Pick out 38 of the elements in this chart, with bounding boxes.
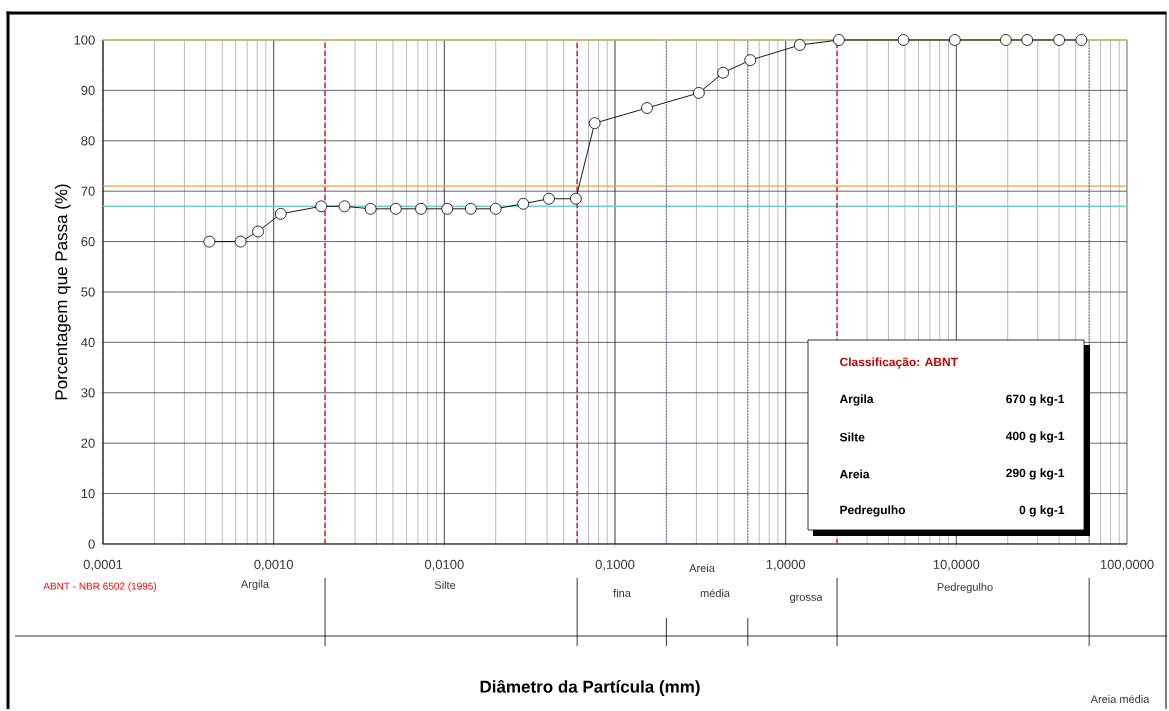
- text: Areia média: [1090, 694, 1150, 704]
- annotation: Argila: [839, 394, 874, 406]
- text: Pedregulho: [937, 582, 993, 594]
- x-tick-label: 10,0000: [933, 559, 980, 571]
- annotation: Areia: [839, 469, 870, 479]
- y-tick-label: 100: [74, 35, 95, 45]
- x-tick-label: 0,1000: [595, 559, 635, 571]
- y-tick-label: 10: [81, 488, 95, 499]
- text: Diâmetro da Partícula (mm): [480, 679, 700, 697]
- y-tick-label: 30: [81, 388, 95, 398]
- annotation: 670 g kg-1: [1006, 394, 1065, 406]
- y-tick-label: 60: [81, 236, 95, 247]
- annotation: Silte: [839, 432, 865, 442]
- y-tick-label: 70: [81, 186, 95, 196]
- text: ABNT - NBR 6502 (1995): [43, 582, 157, 592]
- text: grossa: [789, 594, 823, 604]
- annotation: 290 g kg-1: [1006, 468, 1065, 480]
- x-tick-label: 1,0000: [766, 559, 806, 571]
- y-tick-label: 40: [81, 337, 95, 347]
- text: Areia: [689, 563, 715, 573]
- annotation: Classificação: ABNT: [840, 357, 958, 369]
- y-tick-label: 20: [81, 438, 95, 448]
- x-tick-label: 0,0100: [424, 559, 464, 571]
- text: média: [700, 588, 730, 598]
- x-tick-label: 0,0001: [83, 559, 123, 571]
- y-tick-label: 50: [81, 287, 95, 297]
- text: Silte: [434, 580, 456, 590]
- x-tick-label: 100,0000: [1100, 559, 1154, 571]
- y-axis-title: Porcentagem que Passa (%): [54, 184, 71, 400]
- text: fina: [613, 588, 631, 598]
- x-tick-label: 0,0010: [254, 559, 294, 571]
- y-tick-label: 0: [88, 539, 95, 549]
- annotation: 400 g kg-1: [1005, 431, 1065, 443]
- y-tick-label: 90: [81, 85, 95, 95]
- annotation: 0 g kg-1: [1019, 505, 1065, 517]
- y-tick-label: 80: [81, 136, 95, 146]
- text: Argila: [240, 579, 270, 591]
- annotation: Pedregulho: [840, 505, 906, 517]
